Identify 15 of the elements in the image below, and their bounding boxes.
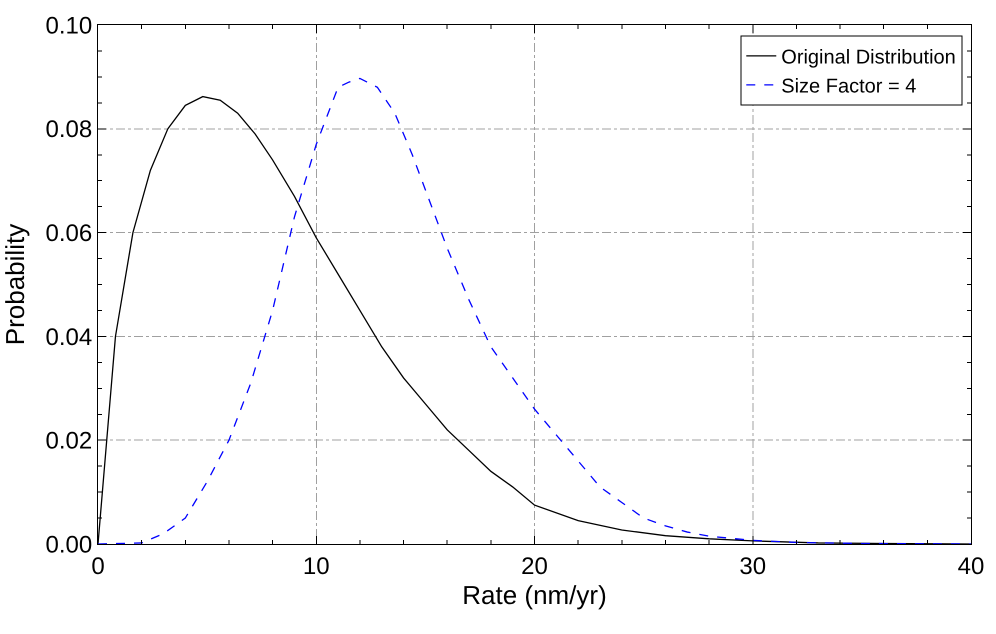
y-tick-label: 0.08 (45, 116, 92, 144)
y-axis-title: Probability (0, 224, 30, 346)
x-tick-label: 20 (521, 552, 548, 580)
y-tick-label: 0.00 (45, 531, 92, 558)
y-tick-label: 0.10 (45, 12, 92, 40)
y-tick-label: 0.04 (45, 324, 92, 351)
x-tick-label: 40 (958, 552, 984, 580)
x-tick-label: 30 (739, 552, 766, 580)
legend-label: Original Distribution (781, 46, 956, 69)
x-tick-label: 10 (302, 552, 330, 580)
legend-label: Size Factor = 4 (781, 76, 916, 98)
x-tick-label: 0 (91, 552, 105, 580)
y-tick-label: 0.02 (45, 428, 92, 455)
y-tick-label: 0.06 (45, 220, 92, 247)
x-axis-title: Rate (nm/yr) (462, 580, 607, 610)
